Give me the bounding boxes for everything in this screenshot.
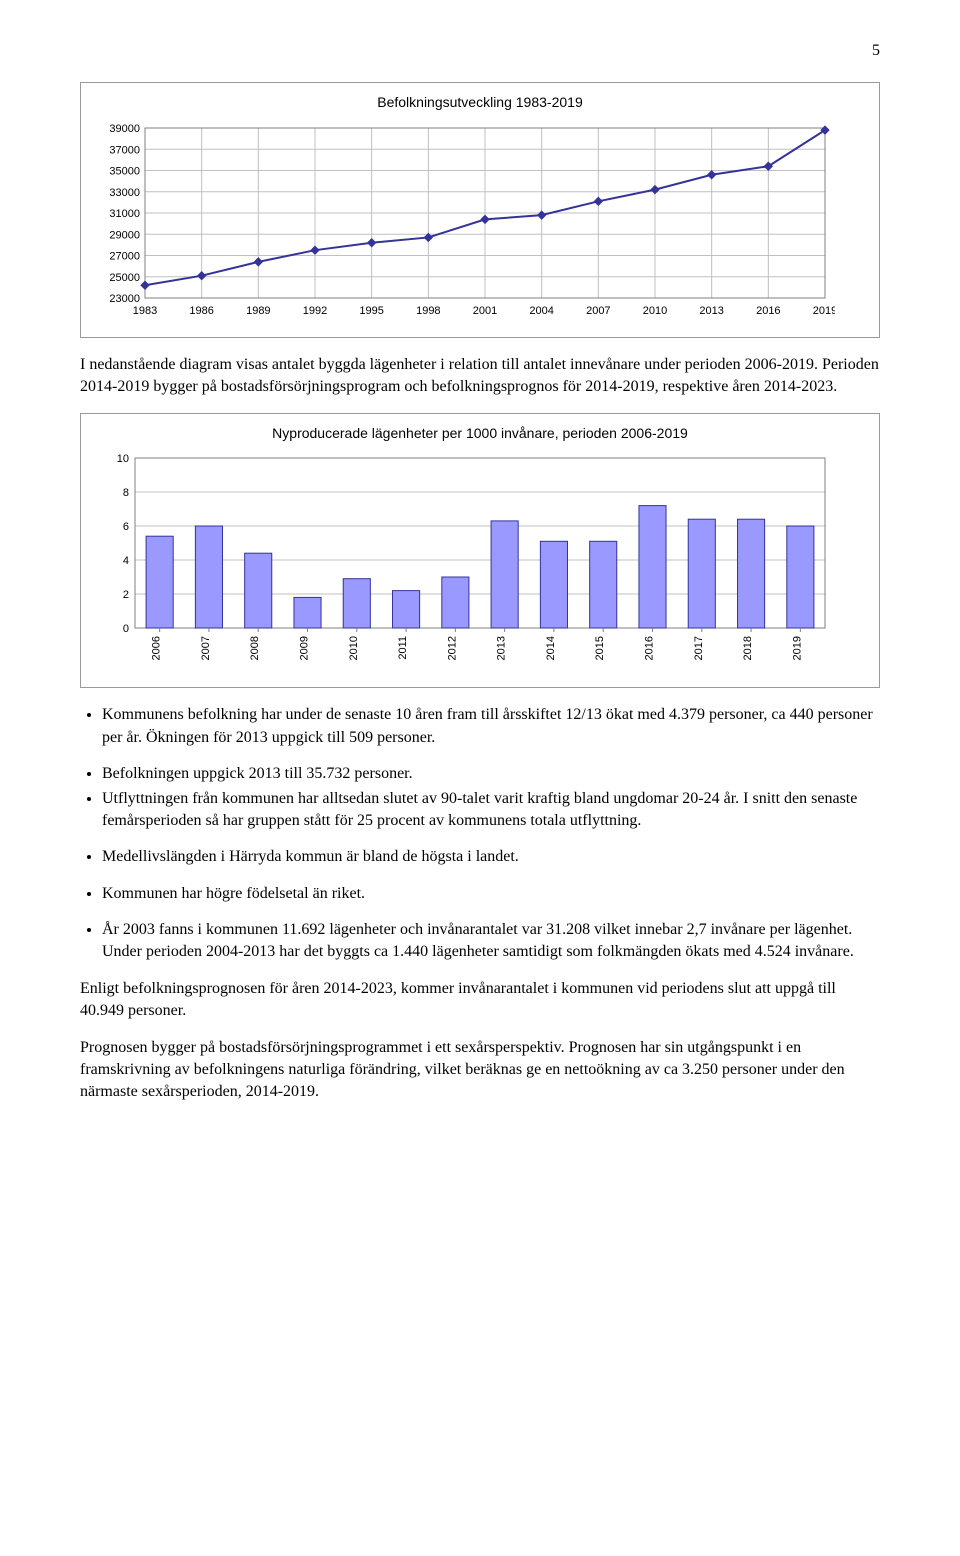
prognosis-paragraph-2: Prognosen bygger på bostadsförsörjningsp… (80, 1037, 880, 1104)
svg-text:2019: 2019 (813, 305, 835, 317)
svg-text:2016: 2016 (756, 305, 780, 317)
housing-bar-chart: 0 2 4 6 8 10 2006 2007 2008 2009 2010 2011 2012 2013 2… (95, 453, 835, 673)
svg-text:2013: 2013 (496, 636, 508, 660)
bullet-item: Utflyttningen från kommunen har alltseda… (102, 788, 880, 833)
svg-text:2016: 2016 (644, 636, 656, 660)
svg-text:2010: 2010 (348, 636, 360, 660)
population-chart-container: Befolkningsutveckling 1983-2019 23000 250… (80, 82, 880, 338)
svg-text:2: 2 (123, 589, 129, 601)
svg-text:10: 10 (117, 453, 129, 465)
svg-text:2006: 2006 (151, 636, 163, 660)
svg-text:29000: 29000 (109, 229, 140, 241)
svg-text:39000: 39000 (109, 123, 140, 135)
housing-chart-container: Nyproducerade lägenheter per 1000 invåna… (80, 413, 880, 689)
svg-text:25000: 25000 (109, 272, 140, 284)
svg-text:37000: 37000 (109, 144, 140, 156)
svg-text:2009: 2009 (299, 636, 311, 660)
svg-text:2017: 2017 (693, 636, 705, 660)
svg-text:2007: 2007 (200, 636, 212, 660)
intro-paragraph: I nedanstående diagram visas antalet byg… (80, 354, 880, 399)
svg-text:8: 8 (123, 487, 129, 499)
svg-text:2014: 2014 (545, 636, 557, 660)
svg-text:2010: 2010 (643, 305, 667, 317)
svg-text:1986: 1986 (189, 305, 213, 317)
bullet-item: År 2003 fanns i kommunen 11.692 lägenhet… (102, 919, 880, 964)
svg-text:2011: 2011 (397, 636, 409, 660)
svg-text:2015: 2015 (594, 636, 606, 660)
svg-text:2013: 2013 (699, 305, 723, 317)
svg-text:1998: 1998 (416, 305, 440, 317)
svg-text:31000: 31000 (109, 208, 140, 220)
prognosis-paragraph-1: Enligt befolkningsprognosen för åren 201… (80, 978, 880, 1023)
chart1-title: Befolkningsutveckling 1983-2019 (95, 93, 865, 113)
svg-text:1983: 1983 (133, 305, 157, 317)
chart2-title: Nyproducerade lägenheter per 1000 invåna… (95, 424, 865, 444)
bullet-item: Kommunens befolkning har under de senast… (102, 704, 880, 749)
svg-text:27000: 27000 (109, 250, 140, 262)
page-number: 5 (80, 40, 880, 62)
svg-text:6: 6 (123, 521, 129, 533)
svg-text:1989: 1989 (246, 305, 270, 317)
svg-text:4: 4 (123, 555, 129, 567)
svg-text:2004: 2004 (529, 305, 553, 317)
svg-text:0: 0 (123, 623, 129, 635)
svg-text:1995: 1995 (359, 305, 383, 317)
svg-text:2019: 2019 (791, 636, 803, 660)
bullet-item: Medellivslängden i Härryda kommun är bla… (102, 846, 880, 868)
svg-text:2018: 2018 (742, 636, 754, 660)
svg-text:2008: 2008 (249, 636, 261, 660)
population-line-chart: 23000 25000 27000 29000 31000 33000 35000 37000… (95, 123, 835, 323)
svg-text:1992: 1992 (303, 305, 327, 317)
svg-text:2012: 2012 (446, 636, 458, 660)
svg-text:23000: 23000 (109, 293, 140, 305)
svg-text:2001: 2001 (473, 305, 497, 317)
bullet-item: Befolkningen uppgick 2013 till 35.732 pe… (102, 763, 880, 785)
svg-text:33000: 33000 (109, 187, 140, 199)
svg-text:2007: 2007 (586, 305, 610, 317)
svg-text:35000: 35000 (109, 165, 140, 177)
bullet-list: Kommunens befolkning har under de senast… (102, 704, 880, 964)
bullet-item: Kommunen har högre födelsetal än riket. (102, 883, 880, 905)
